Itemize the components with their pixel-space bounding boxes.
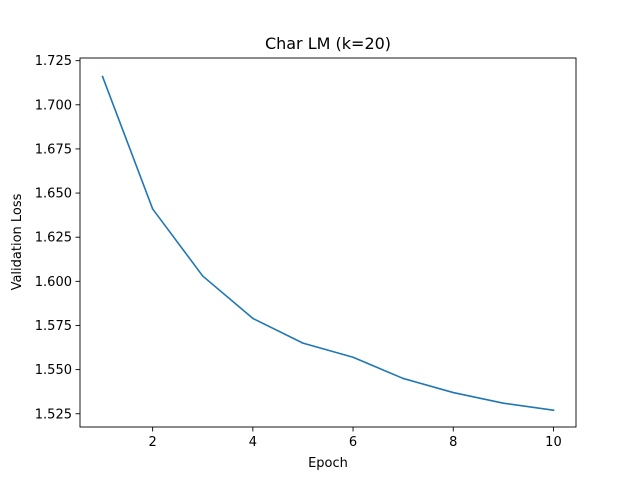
series-line-1 (101, 75, 555, 412)
data-point (352, 356, 354, 359)
data-point (201, 275, 204, 277)
x-tick-label: 10 (545, 435, 562, 450)
data-point (252, 317, 254, 320)
x-axis-label: Epoch (308, 456, 348, 471)
x-tick-label: 8 (449, 435, 457, 450)
chart-title: Char LM (k=20) (265, 34, 391, 53)
data-point (402, 377, 404, 380)
plot-area: 2 4 6 8 10 1.525 1.550 1.575 1.600 1.625 1.650 1.67… (35, 54, 577, 450)
y-tick-label: 1.525 (35, 407, 72, 422)
y-tick-label: 1.650 (35, 187, 72, 202)
y-tick-label: 1.550 (35, 363, 72, 378)
y-tick-label: 1.725 (35, 54, 72, 69)
y-tick-label: 1.575 (35, 319, 72, 334)
data-point (552, 409, 555, 412)
x-tick-label: 4 (249, 435, 257, 450)
y-tick-label: 1.700 (35, 98, 72, 113)
data-point (502, 402, 505, 404)
x-tick-label: 2 (149, 435, 157, 450)
data-point (452, 391, 455, 394)
y-axis-label: Validation Loss (10, 193, 25, 290)
y-tick-label: 1.625 (35, 231, 72, 246)
data-point (101, 75, 104, 78)
y-tick-label: 1.600 (35, 275, 72, 290)
data-point (302, 342, 304, 344)
x-tick-label: 6 (349, 435, 357, 450)
y-tick-label: 1.675 (35, 142, 72, 157)
axes-frame (79, 57, 577, 428)
data-point (151, 208, 154, 210)
